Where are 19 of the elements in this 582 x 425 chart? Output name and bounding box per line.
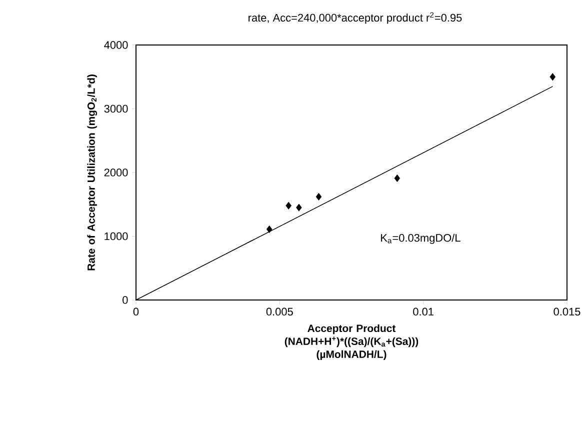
x-tick-label: 0.005 <box>266 308 293 316</box>
point <box>286 202 292 210</box>
x-axis-title: Acceptor Product (NADH+H$^{+}$)*((Sa)/(K$_{a}$+(Sa))) (µMolNADH/L) <box>284 324 418 360</box>
y-tick-label: 2000 <box>104 168 128 176</box>
point <box>316 192 322 201</box>
chart-title: rate, Acc=240,000*acceptor product r$^{2}$=0.95 <box>248 12 462 24</box>
x-tick-label: 0.01 <box>413 308 434 316</box>
y-tick-label: 4000 <box>104 41 128 49</box>
point <box>266 225 272 234</box>
point <box>296 204 302 212</box>
y-tick-label: 0 <box>122 296 128 304</box>
x-tick-label: 0 <box>133 308 139 316</box>
y-tick-label: 1000 <box>104 232 128 240</box>
y-tick-label: 3000 <box>104 104 128 113</box>
x-tick-label: 0.015 <box>554 308 580 316</box>
annotation: K$_{a}$=0.03mgDO/L <box>381 234 460 244</box>
y-axis-title: Rate of Acceptor Utilization (mgO$_{2}$/L*d) <box>87 74 98 270</box>
point <box>550 73 556 81</box>
point <box>394 174 400 182</box>
